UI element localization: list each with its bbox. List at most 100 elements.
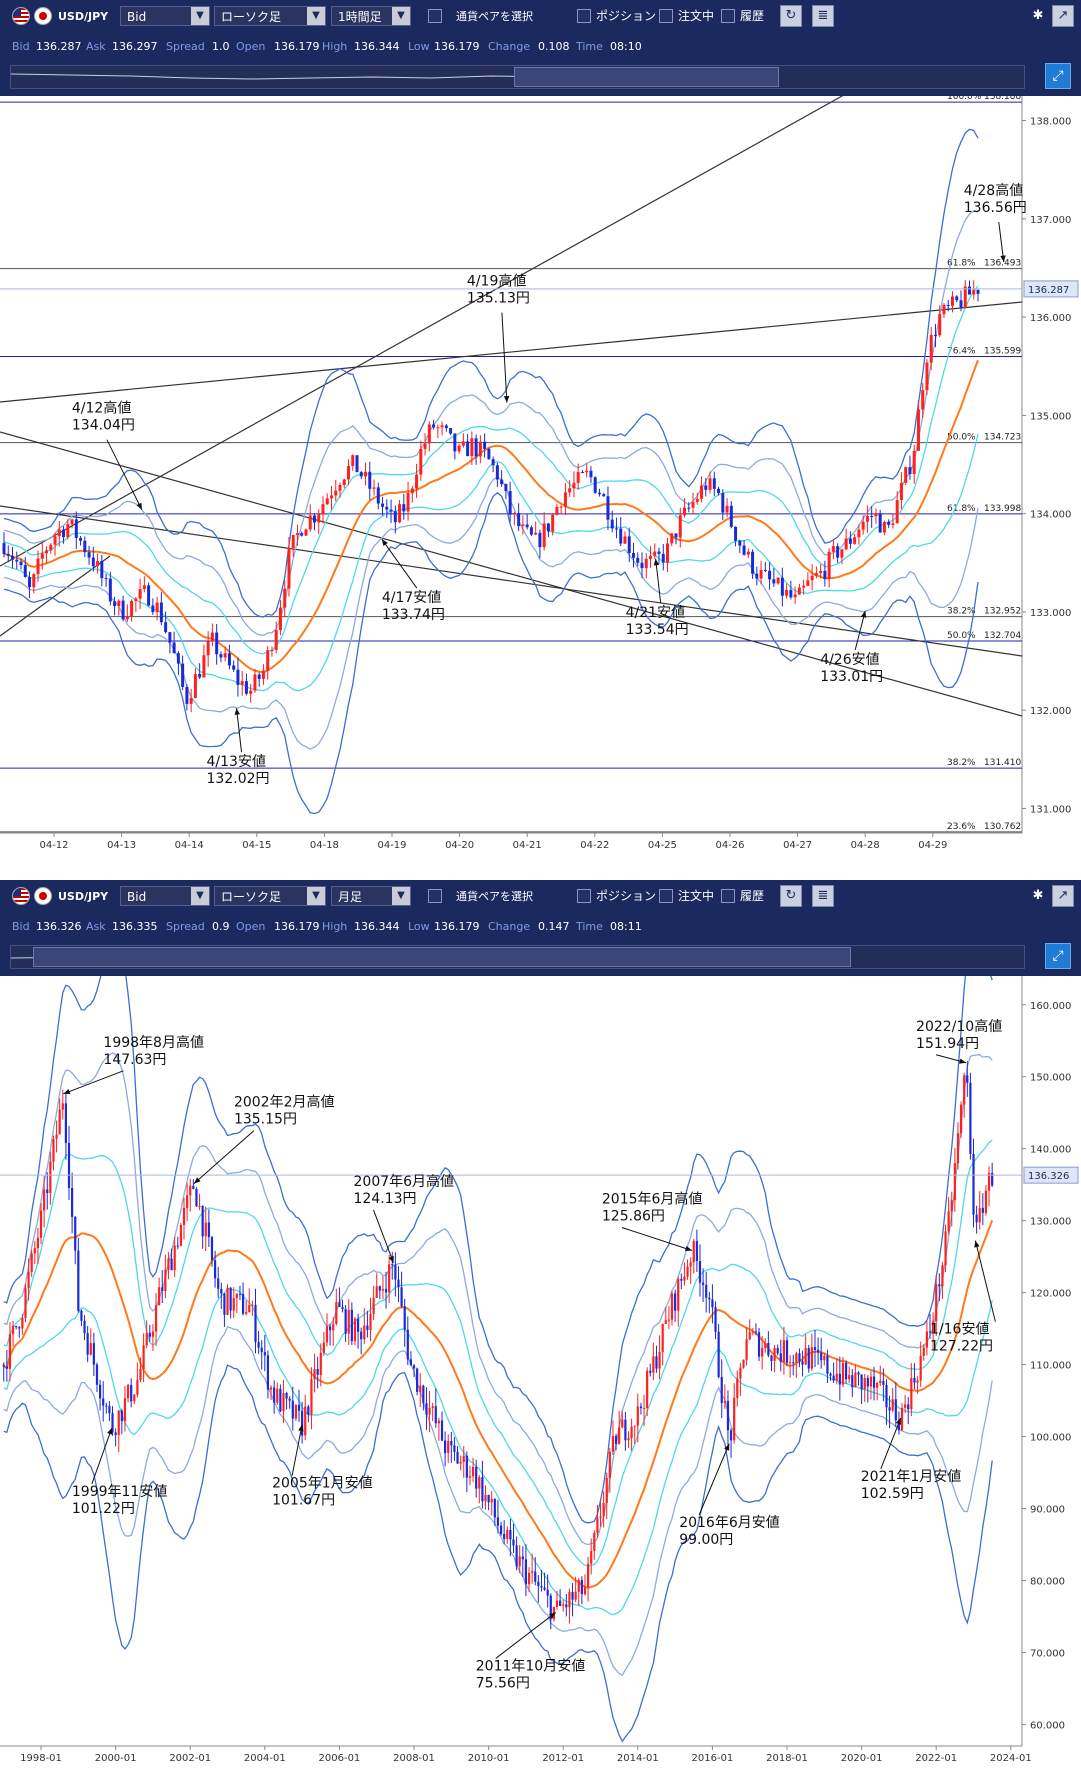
- popout-icon[interactable]: ↗: [1052, 885, 1074, 907]
- timeframe-select[interactable]: 1時間足 ▼: [331, 6, 411, 26]
- price-candle: [678, 515, 682, 538]
- list-icon[interactable]: ≣: [812, 885, 834, 907]
- navigator-track[interactable]: [10, 945, 1025, 969]
- price-candle: [74, 519, 78, 538]
- price-candle: [721, 493, 725, 513]
- history-checkbox[interactable]: [721, 9, 735, 23]
- position-checkbox[interactable]: [577, 9, 591, 23]
- price-candle: [680, 1278, 683, 1281]
- price-candle: [462, 1455, 465, 1462]
- price-candle: [946, 304, 950, 306]
- price-candle: [826, 1355, 829, 1374]
- fibonacci-percent-label: 38.2%: [947, 607, 976, 617]
- annotation-title: 2002年2月高値: [234, 1094, 335, 1111]
- price-candle: [583, 1587, 587, 1595]
- fibonacci-value-label: 130.762: [984, 822, 1021, 832]
- reload-icon[interactable]: ↻: [780, 5, 802, 27]
- price-candle: [279, 1388, 282, 1412]
- price-candle: [984, 1190, 988, 1213]
- price-candle: [636, 1406, 639, 1426]
- navigator-window[interactable]: [33, 947, 851, 967]
- orders-checkbox[interactable]: [659, 889, 673, 903]
- price-candle: [158, 1287, 161, 1306]
- price-candle: [142, 585, 146, 590]
- price-candle: [86, 1333, 89, 1355]
- price-candle: [466, 441, 470, 457]
- annotation-arrow-head: [381, 539, 388, 547]
- price-candle: [409, 1359, 413, 1366]
- price-candle: [801, 1361, 804, 1365]
- price-candle: [53, 536, 57, 545]
- price-candle: [100, 560, 104, 579]
- navigator-window[interactable]: [514, 67, 779, 87]
- price-candle: [77, 1250, 80, 1311]
- price-type-select[interactable]: Bid ▼: [120, 6, 210, 26]
- y-tick-label: 140.000: [1030, 1145, 1071, 1156]
- price-candle: [260, 1347, 263, 1353]
- jp-flag-icon: [34, 887, 52, 905]
- gear-icon[interactable]: ✱: [1027, 885, 1049, 907]
- spread-label: Spread: [166, 40, 205, 53]
- price-candle: [631, 553, 635, 558]
- price-candle: [878, 513, 882, 533]
- price-candle: [437, 1420, 440, 1424]
- price-candle: [493, 1499, 496, 1518]
- price-type-select[interactable]: Bid ▼: [120, 886, 210, 906]
- price-candle: [369, 1313, 372, 1330]
- price-candle: [813, 1347, 817, 1350]
- price-candle: [829, 1373, 832, 1376]
- price-candle: [490, 1499, 493, 1503]
- price-candle: [96, 560, 100, 567]
- price-candle: [772, 579, 776, 584]
- price-candle: [223, 653, 227, 658]
- x-tick-label: 04-13: [107, 840, 136, 848]
- price-candle: [378, 1286, 381, 1291]
- price-candle: [789, 1362, 792, 1364]
- price-candle: [596, 1517, 599, 1533]
- position-checkbox[interactable]: [577, 889, 591, 903]
- price-candle: [121, 600, 125, 620]
- price-candle: [24, 1288, 27, 1318]
- plot-background: [0, 96, 1081, 848]
- price-candle: [563, 492, 567, 507]
- price-candle: [929, 334, 933, 363]
- pair-select-checkbox[interactable]: [428, 889, 442, 903]
- price-candle: [963, 286, 967, 308]
- price-candle: [941, 1265, 944, 1287]
- gear-icon[interactable]: ✱: [1027, 5, 1049, 27]
- hourly-chart-panel: USD/JPY Bid ▼ ローソク足 ▼ 1時間足 ▼ 通貨ペアを選択 ポジション …: [0, 0, 1081, 848]
- price-candle: [11, 1325, 15, 1335]
- price-candle: [366, 1325, 369, 1330]
- chart-type-select[interactable]: ローソク足 ▼: [214, 886, 326, 906]
- fullscreen-icon[interactable]: ⤢: [1045, 63, 1071, 89]
- fullscreen-icon[interactable]: ⤢: [1045, 943, 1071, 969]
- orders-checkbox[interactable]: [659, 9, 673, 23]
- price-candle: [91, 557, 95, 567]
- annotation-value: 135.13円: [467, 291, 530, 307]
- fibonacci-percent-label: 50.0%: [947, 433, 976, 443]
- reload-icon[interactable]: ↻: [780, 885, 802, 907]
- popout-icon[interactable]: ↗: [1052, 5, 1074, 27]
- y-tick-label: 100.000: [1030, 1433, 1071, 1444]
- price-candle: [624, 1419, 627, 1441]
- annotation-arrow-head: [1000, 255, 1006, 263]
- navigator-track[interactable]: [10, 65, 1025, 89]
- chart-type-select[interactable]: ローソク足 ▼: [214, 6, 326, 26]
- x-tick-label: 2016-01: [692, 1753, 734, 1764]
- price-candle: [768, 570, 772, 580]
- price-candle: [176, 1245, 179, 1247]
- list-icon[interactable]: ≣: [812, 5, 834, 27]
- annotation-arrow-line: [495, 1612, 557, 1659]
- annotation-arrow-head: [136, 502, 142, 510]
- price-candle: [330, 495, 334, 499]
- price-candle: [189, 697, 193, 704]
- price-candle: [705, 1284, 708, 1298]
- timeframe-select[interactable]: 月足 ▼: [331, 886, 411, 906]
- history-checkbox[interactable]: [721, 889, 735, 903]
- price-candle: [814, 573, 818, 576]
- price-candle: [235, 1293, 238, 1299]
- price-candle: [257, 1342, 260, 1348]
- pair-select-checkbox[interactable]: [428, 9, 442, 23]
- price-candle: [729, 505, 733, 527]
- price-candle: [434, 1406, 437, 1424]
